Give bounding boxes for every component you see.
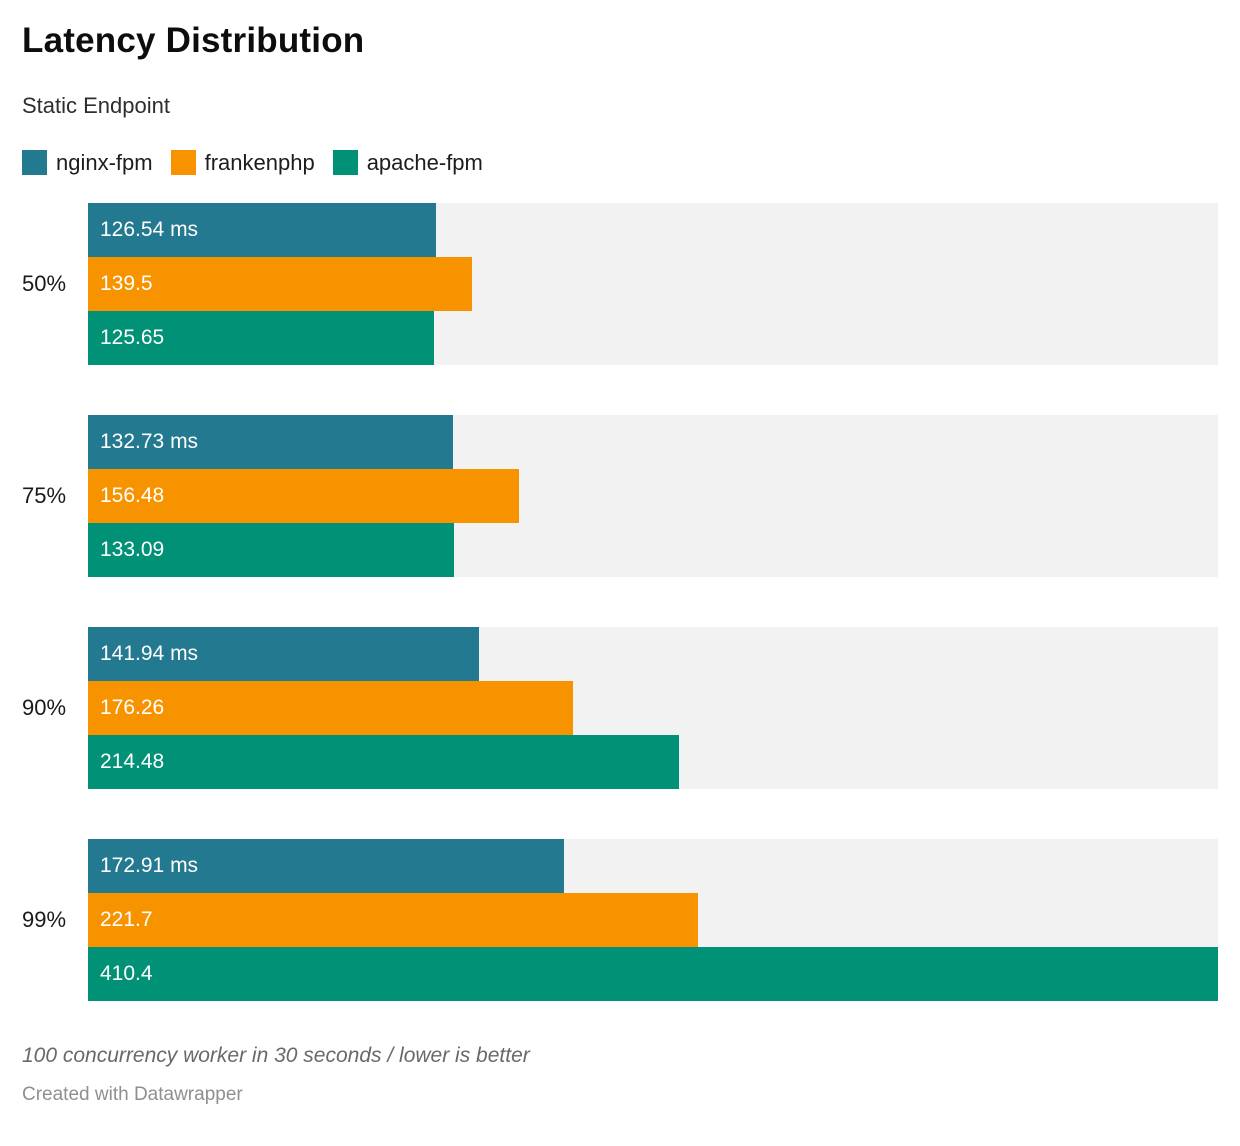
category-label: 90% bbox=[22, 695, 67, 721]
bar-nginx-fpm: 132.73 ms bbox=[88, 415, 454, 470]
bar-value-label: 126.54 ms bbox=[100, 218, 199, 242]
bar-track: 410.4 bbox=[88, 947, 1218, 1002]
bar-groups: 50% 126.54 ms 139.5 125.65 75% 132.73 ms 156.4… bbox=[22, 203, 1218, 1002]
bar-value-label: 214.48 bbox=[100, 750, 165, 774]
legend-label: nginx-fpm bbox=[56, 149, 153, 175]
bar-track: 126.54 ms bbox=[88, 203, 1218, 258]
legend: nginx-fpm frankenphp apache-fpm bbox=[22, 149, 1218, 176]
bar-value-label: 172.91 ms bbox=[100, 854, 199, 878]
bar-value-label: 176.26 bbox=[100, 696, 165, 720]
bar-value-label: 133.09 bbox=[100, 538, 165, 562]
datawrapper-credit: Created with Datawrapper bbox=[22, 1083, 243, 1105]
bar-frankenphp: 139.5 bbox=[88, 257, 473, 312]
category-label: 99% bbox=[22, 907, 67, 933]
legend-swatch-icon bbox=[22, 150, 47, 176]
bar-tracks: 132.73 ms 156.48 133.09 bbox=[88, 415, 1218, 578]
latency-distribution-chart: Latency Distribution Static Endpoint ngi… bbox=[0, 20, 1240, 1106]
bar-frankenphp: 221.7 bbox=[88, 893, 699, 948]
legend-swatch-icon bbox=[170, 150, 196, 176]
legend-item-frankenphp: frankenphp bbox=[170, 149, 315, 176]
chart-title: Latency Distribution bbox=[22, 21, 365, 60]
footer-note: 100 concurrency worker in 30 seconds / l… bbox=[22, 1044, 530, 1068]
bar-frankenphp: 156.48 bbox=[88, 469, 519, 524]
bar-apache-fpm: 214.48 bbox=[88, 735, 679, 790]
bar-value-label: 125.65 bbox=[100, 326, 165, 350]
bar-value-label: 156.48 bbox=[100, 484, 165, 508]
category-label: 50% bbox=[22, 271, 67, 297]
bar-value-label: 139.5 bbox=[100, 272, 153, 296]
bar-nginx-fpm: 172.91 ms bbox=[88, 839, 565, 894]
bar-track: 214.48 bbox=[88, 735, 1218, 790]
bar-nginx-fpm: 126.54 ms bbox=[88, 203, 437, 258]
bar-apache-fpm: 410.4 bbox=[88, 947, 1218, 1002]
bar-track: 176.26 bbox=[88, 681, 1218, 736]
bar-nginx-fpm: 141.94 ms bbox=[88, 627, 479, 682]
chart-footer: 100 concurrency worker in 30 seconds / l… bbox=[22, 1043, 1218, 1106]
bar-track: 172.91 ms bbox=[88, 839, 1218, 894]
bar-track: 132.73 ms bbox=[88, 415, 1218, 470]
legend-item-nginx-fpm: nginx-fpm bbox=[22, 149, 153, 176]
bar-track: 139.5 bbox=[88, 257, 1218, 312]
bar-group: 90% 141.94 ms 176.26 214.48 bbox=[22, 627, 1218, 790]
bar-track: 141.94 ms bbox=[88, 627, 1218, 682]
bar-tracks: 126.54 ms 139.5 125.65 bbox=[88, 203, 1218, 366]
bar-group: 75% 132.73 ms 156.48 133.09 bbox=[22, 415, 1218, 578]
legend-item-apache-fpm: apache-fpm bbox=[332, 149, 483, 176]
bar-apache-fpm: 125.65 bbox=[88, 311, 434, 366]
bar-apache-fpm: 133.09 bbox=[88, 523, 455, 578]
bar-value-label: 410.4 bbox=[100, 962, 153, 986]
bar-track: 133.09 bbox=[88, 523, 1218, 578]
bar-tracks: 141.94 ms 176.26 214.48 bbox=[88, 627, 1218, 790]
bar-track: 125.65 bbox=[88, 311, 1218, 366]
bar-track: 221.7 bbox=[88, 893, 1218, 948]
bar-value-label: 141.94 ms bbox=[100, 642, 199, 666]
legend-label: frankenphp bbox=[204, 149, 315, 175]
category-label: 75% bbox=[22, 483, 67, 509]
bar-value-label: 132.73 ms bbox=[100, 430, 199, 454]
bar-track: 156.48 bbox=[88, 469, 1218, 524]
bar-frankenphp: 176.26 bbox=[88, 681, 574, 736]
bar-group: 50% 126.54 ms 139.5 125.65 bbox=[22, 203, 1218, 366]
bar-value-label: 221.7 bbox=[100, 908, 153, 932]
legend-label: apache-fpm bbox=[366, 149, 483, 175]
bar-group: 99% 172.91 ms 221.7 410.4 bbox=[22, 839, 1218, 1002]
bar-tracks: 172.91 ms 221.7 410.4 bbox=[88, 839, 1218, 1002]
legend-swatch-icon bbox=[332, 150, 358, 176]
chart-subtitle: Static Endpoint bbox=[22, 93, 170, 118]
